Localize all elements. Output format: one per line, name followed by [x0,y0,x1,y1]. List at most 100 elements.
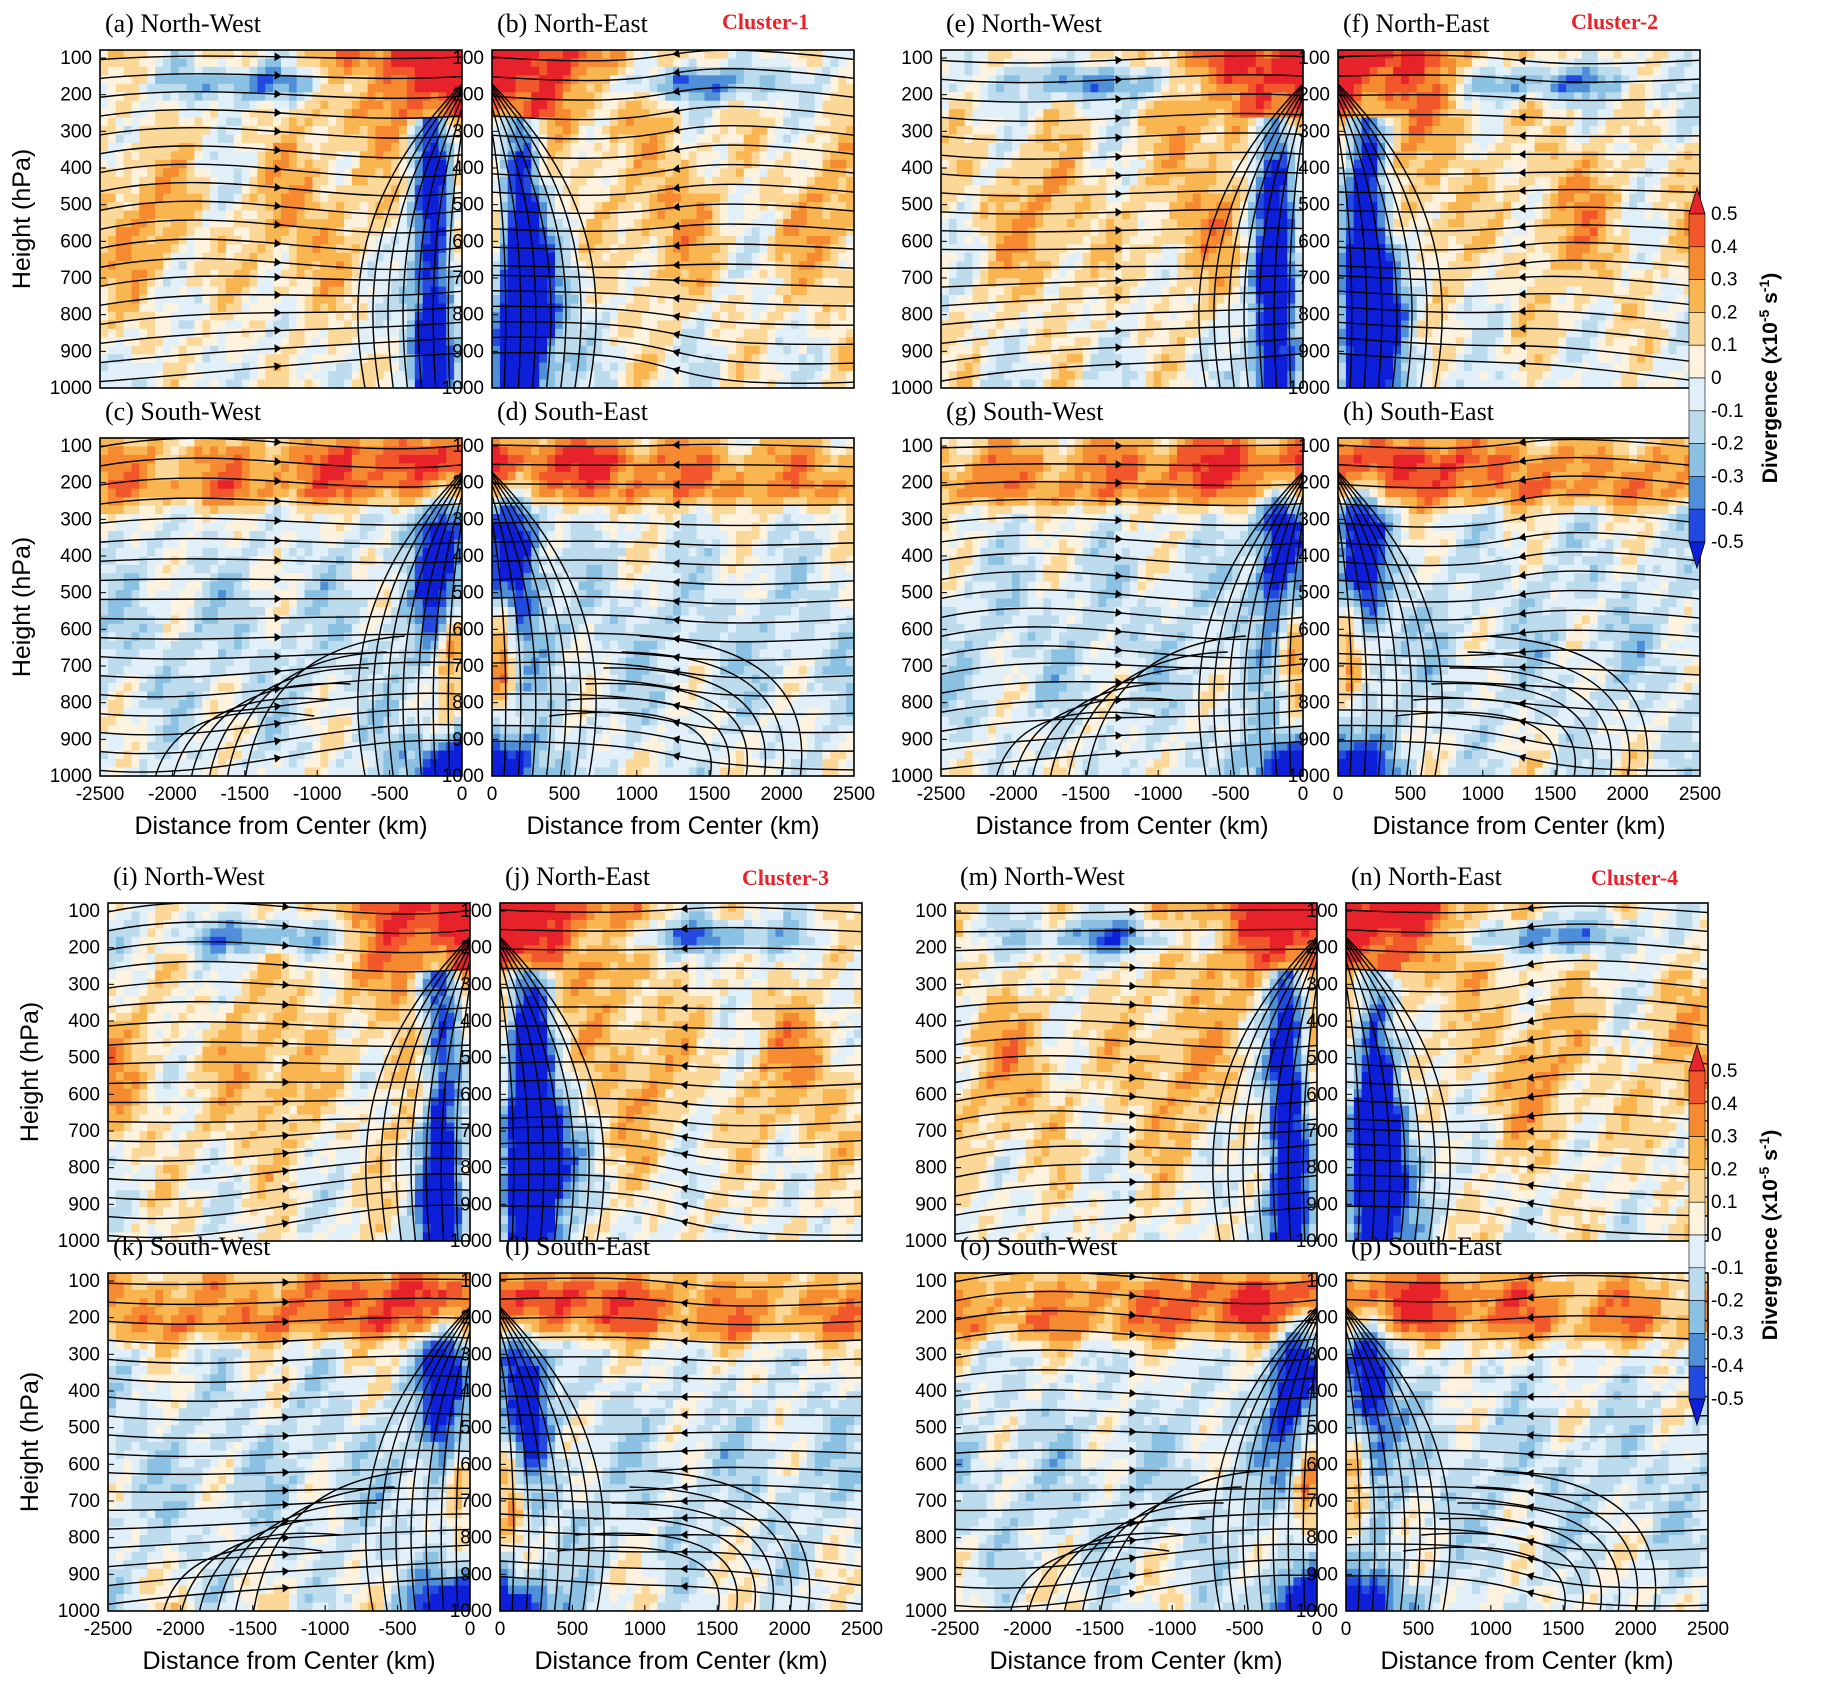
panel-a-cell [265,286,274,296]
panel-a-cell [328,320,337,330]
panel-c-cell [218,438,227,447]
panel-c-cell [320,632,329,642]
panel-b-cell [822,159,831,169]
panel-b-cell [838,185,847,195]
panel-a-cell [249,354,258,364]
panel-b-cell [736,193,745,203]
panel-b-cell [633,362,643,372]
panel-c-cell [454,581,462,591]
panel-a-cell [210,126,219,135]
panel-a-cell [186,142,196,152]
panel-b-cell [499,75,509,85]
panel-c-cell [281,454,290,464]
panel-c-cell [257,581,266,591]
panel-a-cell [344,235,353,245]
panel-b-cell [617,286,627,296]
panel-a-cell [155,50,164,59]
panel-c-cell [438,590,447,600]
panel-a-cell [257,320,266,330]
panel-a-cell [241,109,251,119]
panel-a-cell [265,117,274,127]
panel-a-cell [351,126,361,135]
panel-a-cell [383,371,392,381]
panel-a-cell [367,261,377,271]
panel-b-cell [751,176,761,186]
panel-b-cell [665,379,674,388]
panel-b-cell [586,337,595,347]
panel-c-cell [100,649,109,659]
panel-c-cell [210,480,219,490]
panel-a-cell [178,50,188,59]
panel-a-cell [218,58,227,68]
panel-c-cell [139,564,148,574]
panel-b-cell [515,50,525,59]
panel-a-cell [328,252,337,262]
panel-a-cell [163,58,172,68]
panel-c-cell [225,649,235,659]
panel-c-cell [281,547,290,557]
panel-b-cell [704,295,713,304]
panel-b-cell [767,235,776,245]
panel-b-cell [507,235,517,245]
panel-a-cell [202,176,211,186]
panel-b-cell [838,286,847,296]
panel-c-cell [257,438,266,447]
panel-a-cell [359,117,369,127]
panel-b-cell [492,176,501,186]
panel-a-cell [123,354,133,364]
panel-a-cell [399,117,408,127]
panel-c-cell [422,454,432,464]
panel-a-cell [320,320,329,330]
panel-b-cell [610,286,619,296]
panel-a-cell [391,168,400,178]
panel-a-cell [115,295,125,304]
panel-b-cell [822,83,831,93]
panel-c-cell [186,623,196,633]
panel-b-cell [838,134,847,144]
panel-b-cell [570,66,580,76]
panel-b-cell [775,345,784,355]
panel-b-cell [704,371,713,381]
panel-c-cell [328,564,337,574]
panel-c-cell [202,649,211,659]
panel-c-cell [391,497,400,507]
panel-c-cell [131,471,140,481]
panel-c-cell [375,607,384,616]
panel-b-cell [814,235,824,245]
panel-a-cell [115,134,125,144]
panel-b-cell [704,379,713,388]
panel-b-cell [523,362,532,372]
panel-c-cell [202,581,211,591]
panel-c-cell [367,471,377,481]
panel-a-cell [131,345,140,355]
panel-c-cell [115,471,125,481]
panel-c-cell [265,581,274,591]
panel-b-cell [578,75,588,85]
panel-a-cell [446,295,455,304]
panel-a-cell [344,252,353,262]
panel-a-cell [115,142,125,152]
panel-b-cell [822,50,831,59]
panel-c-cell [359,564,369,574]
panel-b-cell [822,134,831,144]
panel-a-cell [288,286,298,296]
panel-c-cell [391,564,400,574]
panel-a-cell [312,371,321,381]
panel-c-cell [170,590,180,600]
panel-c-cell [438,446,447,456]
panel-b-cell [688,244,698,254]
panel-b-cell [696,303,706,313]
panel-a-cell [367,66,377,76]
panel-a-cell [155,269,164,279]
panel-b-cell [617,185,627,195]
panel-c-cell [123,598,133,608]
panel-c-cell [328,438,337,447]
panel-c-cell [147,564,156,574]
panel-a-cell [288,83,298,93]
panel-c-cell [430,573,439,583]
panel-c-cell [155,640,164,650]
panel-a-cell [281,193,290,203]
panel-b-cell [798,109,808,119]
panel-c-cell [186,632,196,642]
panel-a-cell [406,362,416,372]
